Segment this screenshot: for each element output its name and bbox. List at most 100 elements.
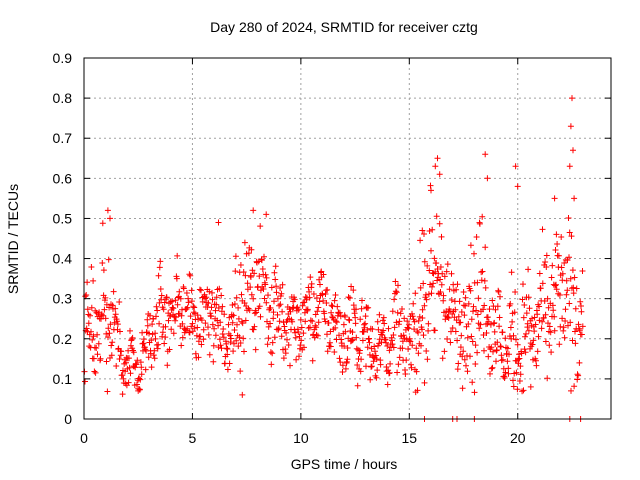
data-point [373, 356, 380, 363]
data-point [499, 356, 506, 363]
data-point [153, 313, 159, 320]
data-point [109, 339, 116, 346]
data-point [535, 333, 542, 340]
data-point [245, 250, 252, 257]
data-point [264, 318, 270, 325]
data-point [473, 234, 480, 240]
data-point [488, 344, 495, 351]
data-point [489, 364, 496, 371]
data-point [353, 345, 360, 352]
data-point [434, 266, 441, 272]
data-point [571, 383, 578, 390]
data-point [443, 268, 450, 275]
data-point [305, 325, 312, 331]
data-point [230, 348, 237, 355]
data-point [510, 383, 517, 390]
data-point [482, 284, 489, 291]
data-point [157, 258, 164, 265]
data-point [195, 316, 202, 323]
data-point [376, 311, 383, 318]
data-point [155, 341, 162, 348]
data-point [342, 313, 349, 320]
data-point [510, 332, 517, 339]
data-point [286, 306, 293, 313]
data-point [534, 311, 541, 318]
data-point [384, 381, 391, 388]
data-point [561, 260, 568, 266]
data-point [242, 272, 249, 279]
data-point [250, 326, 257, 333]
data-point [274, 295, 281, 302]
data-point [362, 313, 369, 320]
data-point [339, 369, 346, 375]
data-point [368, 363, 375, 370]
data-point [84, 279, 91, 286]
data-point [145, 354, 152, 361]
data-point [578, 308, 585, 315]
data-point [226, 360, 233, 367]
data-point [283, 329, 290, 336]
data-point [419, 227, 426, 234]
data-point [137, 359, 144, 366]
data-point [517, 363, 524, 370]
data-point [180, 285, 187, 292]
data-point [508, 269, 515, 276]
data-point [302, 318, 309, 325]
data-point [234, 321, 240, 328]
data-point [460, 348, 467, 355]
data-point [479, 268, 486, 275]
data-point [531, 328, 538, 335]
data-point [223, 345, 230, 352]
data-point [155, 272, 162, 279]
data-point [140, 336, 147, 343]
data-point [444, 314, 451, 320]
data-point [135, 387, 142, 394]
data-point [519, 296, 526, 303]
data-point [158, 296, 165, 303]
x-tick-label: 5 [189, 430, 197, 446]
data-point [552, 247, 559, 253]
data-point [240, 335, 247, 342]
data-point [328, 309, 335, 316]
y-tick-labels: 0 0.1 0.2 0.3 0.4 0.5 0.6 0.7 0.8 0.9 [53, 50, 73, 427]
data-point [256, 273, 263, 280]
data-point [425, 327, 432, 334]
data-point [567, 275, 574, 282]
data-point [344, 345, 351, 351]
y-tick-label: 0 [64, 411, 72, 427]
data-point [268, 361, 275, 368]
data-point [189, 320, 196, 327]
data-point [358, 356, 365, 363]
data-point [527, 345, 533, 352]
data-point [502, 369, 509, 376]
data-point [206, 351, 213, 358]
data-point [366, 339, 373, 346]
data-point [186, 271, 193, 278]
data-point [224, 346, 231, 352]
data-point [185, 299, 192, 306]
data-point [191, 304, 198, 311]
data-point [173, 314, 179, 321]
data-point [116, 356, 123, 362]
data-point [403, 357, 410, 364]
data-point [532, 321, 539, 328]
data-point [512, 289, 519, 295]
data-point [479, 213, 486, 220]
data-point [444, 336, 451, 342]
data-point [220, 334, 227, 341]
data-point [419, 306, 426, 313]
data-point [240, 269, 247, 275]
data-point [464, 368, 471, 375]
data-point [462, 302, 469, 309]
y-tick-label: 0.8 [53, 90, 73, 106]
data-point [90, 277, 97, 284]
data-point [205, 300, 212, 307]
data-point [129, 334, 136, 341]
data-point [457, 344, 464, 351]
data-point [312, 311, 319, 318]
data-point [293, 356, 300, 363]
data-point [156, 264, 163, 271]
data-point [471, 389, 478, 396]
data-point [539, 226, 546, 233]
data-point [511, 309, 518, 316]
